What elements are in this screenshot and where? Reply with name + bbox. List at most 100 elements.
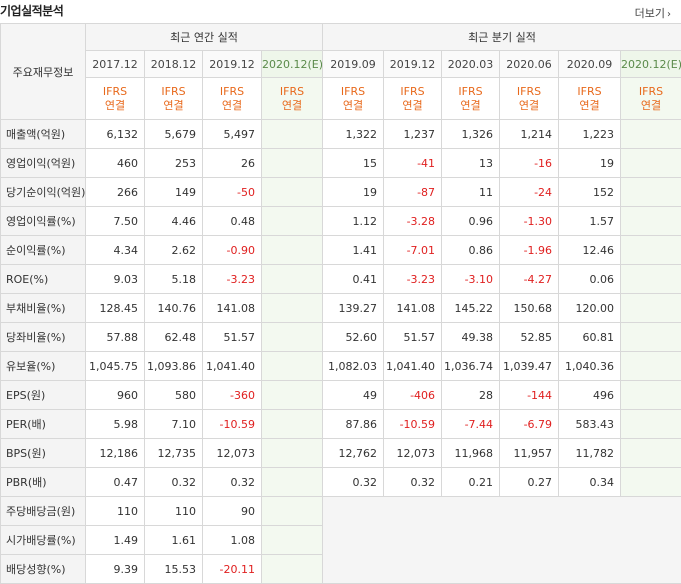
quarter-value: 11,968: [442, 439, 500, 468]
row-label: 당좌비율(%): [1, 323, 86, 352]
quarter-value: -10.59: [384, 410, 442, 439]
annual-value: [262, 149, 323, 178]
quarter-value: 0.86: [442, 236, 500, 265]
quarter-value: 152: [559, 178, 621, 207]
quarter-value: [621, 439, 681, 468]
row-label: PER(배): [1, 410, 86, 439]
annual-value: 0.47: [86, 468, 145, 497]
annual-value: 9.03: [86, 265, 145, 294]
row-label: 주당배당금(원): [1, 497, 86, 526]
annual-value: [262, 207, 323, 236]
chevron-right-icon: ›: [667, 9, 671, 20]
annual-value: [262, 120, 323, 149]
quarter-value: 145.22: [442, 294, 500, 323]
annual-value: 4.46: [145, 207, 203, 236]
quarter-value: 1,214: [500, 120, 559, 149]
annual-value: [262, 265, 323, 294]
quarter-value: 1,326: [442, 120, 500, 149]
row-label: EPS(원): [1, 381, 86, 410]
section-title: 기업실적분석: [0, 2, 63, 19]
annual-value: [262, 410, 323, 439]
quarter-value: [621, 178, 681, 207]
annual-value: 1,045.75: [86, 352, 145, 381]
annual-value: 141.08: [203, 294, 262, 323]
quarter-value: 49: [323, 381, 384, 410]
quarter-value: 11,782: [559, 439, 621, 468]
quarter-value: 1,322: [323, 120, 384, 149]
quarter-value: 0.27: [500, 468, 559, 497]
group-quarter: 최근 분기 실적: [323, 24, 681, 51]
annual-value: 5.98: [86, 410, 145, 439]
quarter-value: 1,237: [384, 120, 442, 149]
annual-value: 0.32: [145, 468, 203, 497]
annual-value: -20.11: [203, 555, 262, 584]
annual-value: [262, 497, 323, 526]
consolidated-label: 연결: [86, 99, 144, 113]
row-label: 시가배당률(%): [1, 526, 86, 555]
annual-value: 1,041.40: [203, 352, 262, 381]
row-header-label: 주요재무정보: [1, 24, 86, 120]
quarter-value: 19: [559, 149, 621, 178]
quarter-value: 139.27: [323, 294, 384, 323]
annual-value: [262, 323, 323, 352]
consolidated-label: 연결: [145, 99, 202, 113]
annual-value: 0.32: [203, 468, 262, 497]
annual-value: 26: [203, 149, 262, 178]
annual-value: 7.50: [86, 207, 145, 236]
annual-value: [262, 352, 323, 381]
quarter-value: 60.81: [559, 323, 621, 352]
consolidated-label: 연결: [442, 99, 499, 113]
ifrs-label: IFRS: [262, 85, 322, 99]
quarter-value: 0.96: [442, 207, 500, 236]
annual-value: [262, 439, 323, 468]
annual-value: 57.88: [86, 323, 145, 352]
ifrs-label: IFRS: [442, 85, 499, 99]
row-label: BPS(원): [1, 439, 86, 468]
quarter-value: 1,082.03: [323, 352, 384, 381]
consolidated-label: 연결: [621, 99, 681, 113]
annual-value: 110: [86, 497, 145, 526]
row-label: PBR(배): [1, 468, 86, 497]
annual-value: [262, 381, 323, 410]
quarter-value: 12.46: [559, 236, 621, 265]
annual-value: 7.10: [145, 410, 203, 439]
annual-value: 1.08: [203, 526, 262, 555]
annual-value: 9.39: [86, 555, 145, 584]
quarter-value: -24: [500, 178, 559, 207]
quarter-value: 12,762: [323, 439, 384, 468]
quarter-value: -41: [384, 149, 442, 178]
consolidated-label: 연결: [203, 99, 261, 113]
quarter-value: [621, 352, 681, 381]
row-label: ROE(%): [1, 265, 86, 294]
quarter-value: [621, 236, 681, 265]
quarter-value: -87: [384, 178, 442, 207]
quarter-value: [621, 410, 681, 439]
period-annual-2: 2019.12: [203, 51, 262, 78]
annual-value: 580: [145, 381, 203, 410]
quarter-value: 1,036.74: [442, 352, 500, 381]
quarter-value: -1.96: [500, 236, 559, 265]
annual-value: [262, 178, 323, 207]
annual-value: -360: [203, 381, 262, 410]
annual-value: 6,132: [86, 120, 145, 149]
quarter-value: 1,039.47: [500, 352, 559, 381]
quarter-value: 1.41: [323, 236, 384, 265]
annual-value: -50: [203, 178, 262, 207]
annual-value: 15.53: [145, 555, 203, 584]
quarter-value: 0.34: [559, 468, 621, 497]
more-link[interactable]: 더보기›: [635, 5, 671, 21]
